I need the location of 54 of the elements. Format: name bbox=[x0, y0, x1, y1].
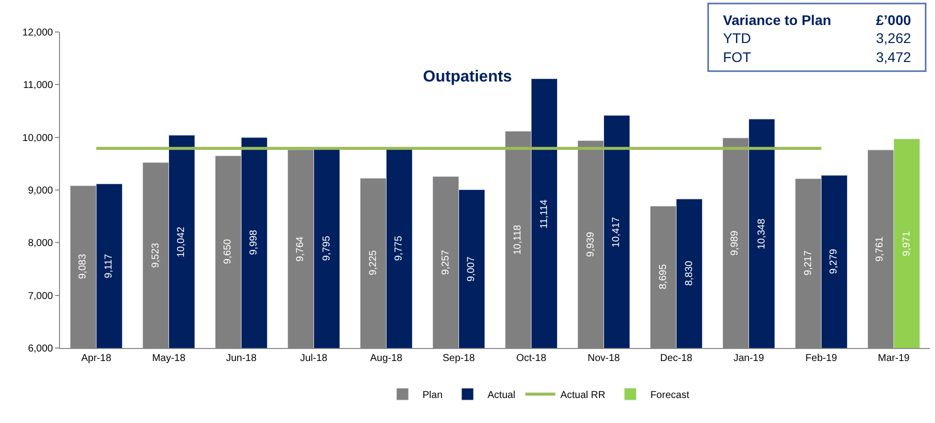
x-tick-label: Apr-18 bbox=[81, 353, 112, 364]
x-tick-label: Aug-18 bbox=[370, 353, 403, 364]
y-tick-label: 7,000 bbox=[28, 290, 54, 302]
legend-label: Plan bbox=[422, 390, 443, 401]
legend-label: Forecast bbox=[650, 390, 690, 401]
x-tick-label: Dec-18 bbox=[660, 353, 693, 364]
data-label: 9,761 bbox=[874, 236, 886, 262]
y-tick-label: 8,000 bbox=[28, 238, 54, 250]
data-label: 9,257 bbox=[440, 249, 452, 275]
annotation: 3,472 bbox=[876, 49, 912, 65]
data-label: 9,523 bbox=[150, 242, 162, 268]
data-label: 9,989 bbox=[730, 230, 741, 256]
data-label: 9,775 bbox=[394, 235, 405, 261]
x-tick-label: Mar-19 bbox=[878, 353, 910, 364]
x-tick-label: Oct-18 bbox=[516, 353, 547, 364]
data-label: 9,939 bbox=[585, 232, 596, 257]
text: £’000 bbox=[876, 12, 912, 28]
text: Variance to Plan bbox=[723, 12, 832, 28]
data-label: 9,083 bbox=[77, 254, 88, 280]
data-label: 9,971 bbox=[901, 230, 912, 256]
data-label: 8,695 bbox=[658, 264, 670, 290]
data-label: 9,650 bbox=[222, 238, 234, 264]
y-tick-label: 9,000 bbox=[28, 186, 54, 196]
data-label: 9,217 bbox=[802, 250, 814, 276]
legend-label: Actual bbox=[488, 390, 516, 401]
data-label: 8,830 bbox=[684, 260, 695, 286]
y-tick-label: 11,000 bbox=[23, 80, 54, 92]
x-tick-label: Jul-18 bbox=[300, 353, 328, 364]
data-label: 9,225 bbox=[368, 250, 380, 276]
data-label: 9,795 bbox=[322, 235, 333, 261]
x-tick-label: Nov-18 bbox=[588, 353, 620, 364]
data-label: 9,007 bbox=[466, 256, 477, 282]
data-label: 10,042 bbox=[176, 226, 188, 258]
text: Outpatients bbox=[423, 68, 512, 86]
x-tick-label: Jan-19 bbox=[733, 353, 764, 364]
data-label: 9,998 bbox=[248, 230, 260, 256]
data-label: 9,764 bbox=[294, 236, 306, 262]
data-label: 11,114 bbox=[538, 199, 550, 229]
data-label: 9,117 bbox=[103, 254, 114, 278]
data-label: 10,118 bbox=[512, 224, 524, 255]
y-tick-label: 6,000 bbox=[28, 344, 54, 354]
annotation: 3,262 bbox=[876, 30, 912, 46]
x-tick-label: Feb-19 bbox=[805, 353, 838, 364]
y-tick-label: 10,000 bbox=[22, 132, 54, 144]
x-tick-label: Jun-18 bbox=[226, 353, 257, 364]
y-tick-label: 12,000 bbox=[22, 28, 54, 38]
x-tick-label: Sep-18 bbox=[442, 353, 476, 364]
annotation: YTD bbox=[723, 30, 751, 46]
x-tick-label: May-18 bbox=[152, 353, 186, 364]
data-label: 10,348 bbox=[756, 218, 768, 250]
legend-label: Actual RR bbox=[560, 390, 606, 401]
data-label: 10,417 bbox=[611, 216, 622, 248]
data-label: 9,279 bbox=[828, 248, 840, 274]
annotation: FOT bbox=[723, 49, 752, 65]
